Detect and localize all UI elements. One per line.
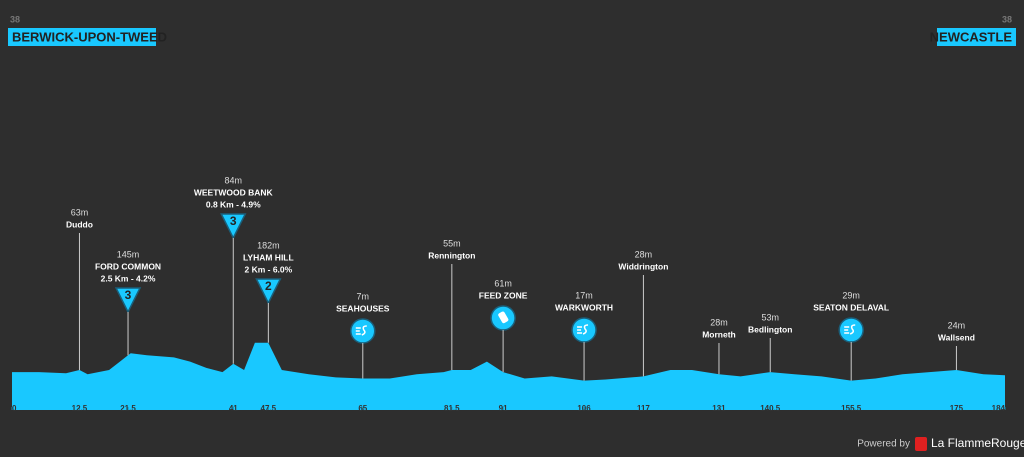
waypoint-elevation: 182m (257, 240, 280, 250)
waypoint-name: WEETWOOD BANK (194, 187, 274, 197)
km-label: 91 (499, 404, 508, 413)
waypoint-name: LYHAM HILL (243, 252, 294, 262)
climb-category: 3 (125, 288, 132, 302)
km-label: 41 (229, 404, 238, 413)
finish-number: 38 (1002, 14, 1012, 24)
start-number: 38 (10, 14, 20, 24)
climb-detail: 2.5 Km - 4.2% (101, 273, 156, 283)
km-label: 21.5 (120, 404, 136, 413)
start-name: BERWICK-UPON-TWEED (12, 29, 167, 44)
km-label: 184 (992, 404, 1006, 413)
waypoint-name: FEED ZONE (479, 290, 528, 300)
waypoint-name: Duddo (66, 219, 93, 229)
km-label: 117 (637, 404, 650, 413)
climb-category: 3 (230, 214, 237, 228)
climb-icon (255, 278, 282, 305)
feed-glyph (498, 311, 509, 324)
waypoint-name: Rennington (428, 250, 475, 260)
finish-name: NEWCASTLE (930, 29, 1013, 44)
km-label: 65 (358, 404, 367, 413)
elevation-area (12, 342, 1005, 410)
km-label: 0 (12, 404, 17, 413)
finish-box (937, 28, 1016, 46)
sprint-glyph (355, 325, 367, 336)
climb-category: 2 (265, 279, 272, 293)
km-label: 106 (577, 404, 591, 413)
waypoint-elevation: 24m (948, 320, 966, 330)
waypoint-elevation: 84m (225, 175, 243, 185)
waypoint-name: Widdrington (618, 261, 668, 271)
waypoint-name: SEAHOUSES (336, 303, 390, 313)
waypoint-name: FORD COMMON (95, 261, 161, 271)
waypoint-elevation: 17m (575, 290, 593, 300)
waypoint-name: SEATON DELAVAL (813, 302, 889, 312)
waypoint-name: WARKWORTH (555, 302, 613, 312)
powered-by: Powered by (857, 439, 910, 450)
brand-logo (915, 437, 927, 451)
waypoint-elevation: 63m (71, 207, 89, 217)
waypoint-name: Wallsend (938, 332, 975, 342)
sprint-icon (838, 317, 864, 343)
km-label: 12.5 (72, 404, 88, 413)
waypoint-elevation: 53m (761, 312, 779, 322)
sprint-glyph (577, 324, 589, 335)
waypoint-elevation: 55m (443, 238, 461, 248)
km-label: 81.5 (444, 404, 460, 413)
waypoint-elevation: 145m (117, 249, 140, 259)
brand: La FlammeRouge (931, 436, 1024, 450)
waypoint-name: Bedlington (748, 324, 792, 334)
climb-detail: 2 Km - 6.0% (244, 264, 292, 274)
sprint-glyph (844, 324, 856, 335)
waypoint-elevation: 28m (710, 317, 728, 327)
climb-icon (220, 213, 247, 240)
climb-icon (114, 287, 142, 314)
climb-detail: 0.8 Km - 4.9% (206, 199, 261, 209)
km-label: 47.5 (261, 404, 277, 413)
start-box (8, 28, 156, 46)
sprint-icon (571, 317, 597, 343)
km-label: 140.5 (760, 404, 781, 413)
waypoint-elevation: 29m (842, 290, 860, 300)
waypoint-elevation: 28m (635, 249, 653, 259)
km-label: 155.5 (841, 404, 862, 413)
waypoint-name: Morneth (702, 329, 736, 339)
sprint-icon (350, 318, 376, 344)
km-label: 175 (950, 404, 964, 413)
km-label: 131 (712, 404, 726, 413)
waypoint-elevation: 61m (494, 278, 512, 288)
waypoint-elevation: 7m (357, 291, 370, 301)
